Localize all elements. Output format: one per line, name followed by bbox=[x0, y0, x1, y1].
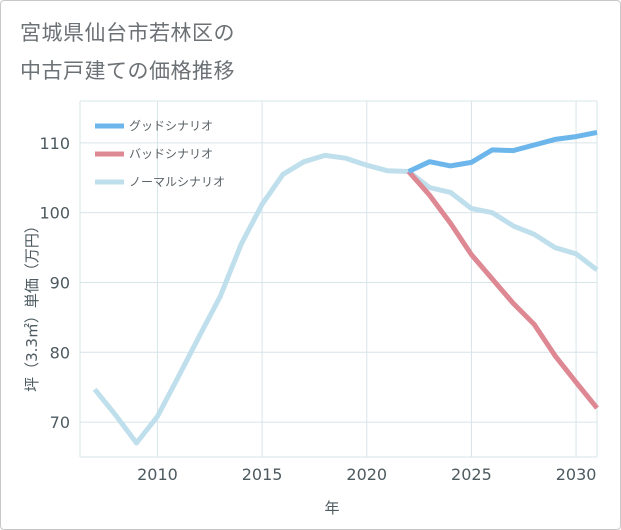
chart-title: 宮城県仙台市若林区の 中古戸建ての価格推移 bbox=[20, 14, 380, 90]
x-tick-labels: 2010 2015 2020 2025 2030 bbox=[137, 465, 596, 484]
x-tick-label: 2020 bbox=[346, 465, 387, 484]
legend-label: ノーマルシナリオ bbox=[129, 175, 225, 189]
legend-label: バッドシナリオ bbox=[129, 147, 213, 161]
y-tick-label: 70 bbox=[50, 413, 70, 432]
x-tick-label: 2030 bbox=[556, 465, 597, 484]
y-tick-labels: 70 80 90 100 110 bbox=[39, 134, 70, 432]
series-line bbox=[92, 152, 599, 446]
series-lines bbox=[92, 129, 599, 446]
y-axis-title: 坪（3.3㎡）単価（万円） bbox=[23, 218, 41, 392]
grid-lines bbox=[79, 100, 598, 458]
x-tick-label: 2025 bbox=[451, 465, 492, 484]
legend-label: グッドシナリオ bbox=[129, 119, 213, 133]
y-tick-label: 110 bbox=[39, 134, 70, 153]
y-tick-label: 80 bbox=[50, 343, 70, 362]
y-tick-label: 100 bbox=[39, 204, 70, 223]
x-tick-label: 2015 bbox=[242, 465, 283, 484]
series-line bbox=[406, 169, 599, 410]
series-line bbox=[407, 129, 598, 174]
y-tick-label: 90 bbox=[50, 273, 70, 292]
chart-title-line-1: 宮城県仙台市若林区の bbox=[20, 21, 235, 45]
x-axis-title: 年 bbox=[324, 499, 339, 517]
chart-title-line-2: 中古戸建ての価格推移 bbox=[20, 59, 235, 83]
x-tick-label: 2010 bbox=[137, 465, 178, 484]
